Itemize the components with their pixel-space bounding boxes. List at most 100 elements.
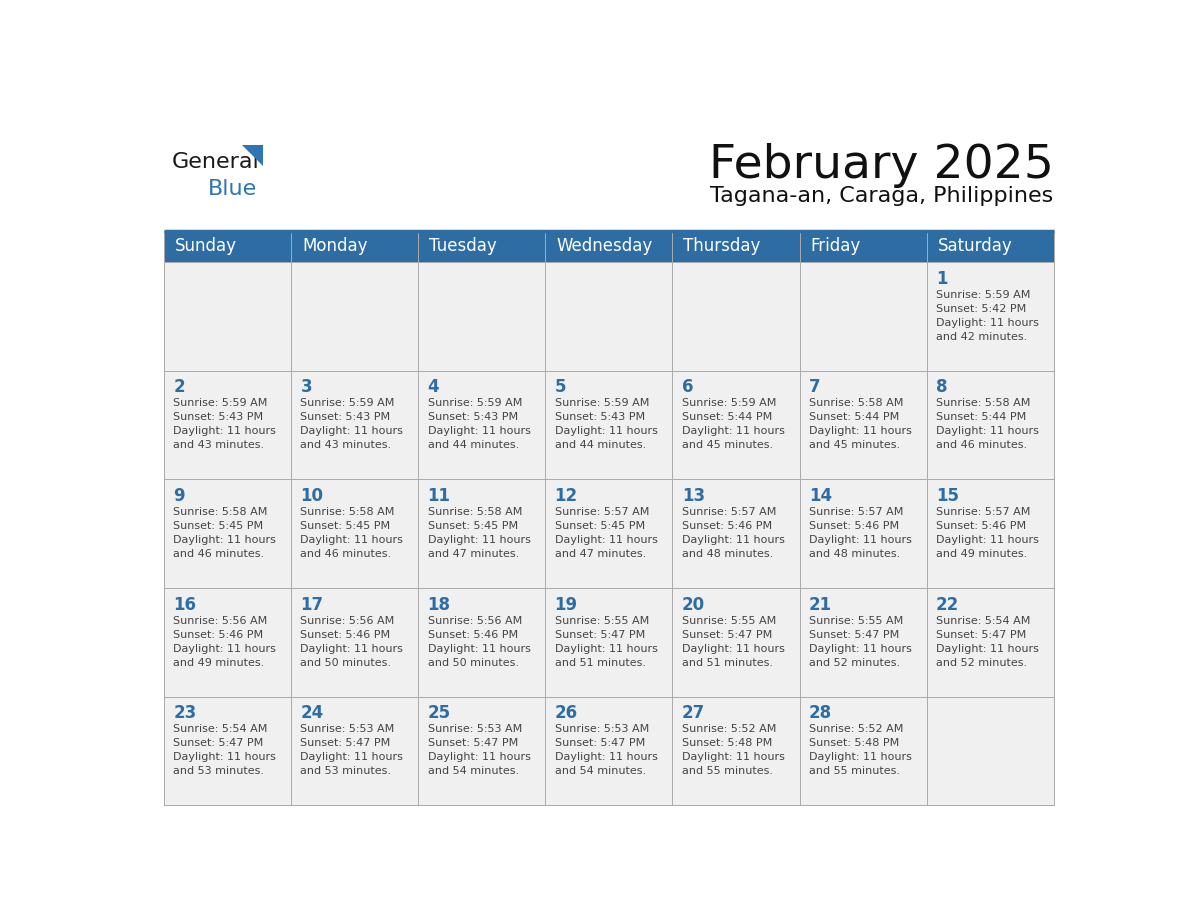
Bar <box>291 479 418 588</box>
Text: Sunrise: 5:59 AM
Sunset: 5:44 PM
Daylight: 11 hours
and 45 minutes.: Sunrise: 5:59 AM Sunset: 5:44 PM Dayligh… <box>682 398 784 451</box>
Text: Sunrise: 5:57 AM
Sunset: 5:46 PM
Daylight: 11 hours
and 48 minutes.: Sunrise: 5:57 AM Sunset: 5:46 PM Dayligh… <box>682 507 784 559</box>
Bar <box>672 697 800 805</box>
Text: 7: 7 <box>809 378 821 397</box>
Text: 2: 2 <box>173 378 185 397</box>
Text: Sunrise: 5:59 AM
Sunset: 5:43 PM
Daylight: 11 hours
and 44 minutes.: Sunrise: 5:59 AM Sunset: 5:43 PM Dayligh… <box>428 398 530 451</box>
Text: 1: 1 <box>936 270 947 287</box>
Bar <box>927 371 1054 479</box>
Bar <box>672 262 800 371</box>
Bar <box>164 231 1054 805</box>
Text: 27: 27 <box>682 704 704 722</box>
Text: Sunrise: 5:53 AM
Sunset: 5:47 PM
Daylight: 11 hours
and 53 minutes.: Sunrise: 5:53 AM Sunset: 5:47 PM Dayligh… <box>301 724 403 777</box>
Text: Wednesday: Wednesday <box>556 238 652 255</box>
Text: 14: 14 <box>809 487 832 505</box>
Bar <box>418 479 545 588</box>
Text: Sunrise: 5:58 AM
Sunset: 5:44 PM
Daylight: 11 hours
and 45 minutes.: Sunrise: 5:58 AM Sunset: 5:44 PM Dayligh… <box>809 398 911 451</box>
Bar <box>545 479 672 588</box>
Bar <box>800 588 927 697</box>
Bar <box>291 588 418 697</box>
Text: Sunrise: 5:54 AM
Sunset: 5:47 PM
Daylight: 11 hours
and 52 minutes.: Sunrise: 5:54 AM Sunset: 5:47 PM Dayligh… <box>936 616 1038 667</box>
Text: Sunday: Sunday <box>175 238 236 255</box>
Text: Sunrise: 5:58 AM
Sunset: 5:45 PM
Daylight: 11 hours
and 46 minutes.: Sunrise: 5:58 AM Sunset: 5:45 PM Dayligh… <box>173 507 276 559</box>
Text: 23: 23 <box>173 704 196 722</box>
Text: 19: 19 <box>555 596 577 614</box>
Text: 4: 4 <box>428 378 440 397</box>
Text: 12: 12 <box>555 487 577 505</box>
Text: 25: 25 <box>428 704 450 722</box>
Text: Sunrise: 5:58 AM
Sunset: 5:45 PM
Daylight: 11 hours
and 46 minutes.: Sunrise: 5:58 AM Sunset: 5:45 PM Dayligh… <box>301 507 403 559</box>
Bar <box>800 479 927 588</box>
Bar <box>672 588 800 697</box>
Text: Sunrise: 5:57 AM
Sunset: 5:46 PM
Daylight: 11 hours
and 49 minutes.: Sunrise: 5:57 AM Sunset: 5:46 PM Dayligh… <box>936 507 1038 559</box>
Bar <box>164 262 291 371</box>
Text: Sunrise: 5:59 AM
Sunset: 5:43 PM
Daylight: 11 hours
and 43 minutes.: Sunrise: 5:59 AM Sunset: 5:43 PM Dayligh… <box>173 398 276 451</box>
Text: 5: 5 <box>555 378 567 397</box>
Text: Sunrise: 5:59 AM
Sunset: 5:42 PM
Daylight: 11 hours
and 42 minutes.: Sunrise: 5:59 AM Sunset: 5:42 PM Dayligh… <box>936 289 1038 341</box>
Bar <box>672 371 800 479</box>
Text: 6: 6 <box>682 378 694 397</box>
Text: February 2025: February 2025 <box>709 143 1054 188</box>
Text: 9: 9 <box>173 487 185 505</box>
Text: Blue: Blue <box>208 180 257 199</box>
Bar <box>672 479 800 588</box>
Text: 11: 11 <box>428 487 450 505</box>
Text: Sunrise: 5:56 AM
Sunset: 5:46 PM
Daylight: 11 hours
and 50 minutes.: Sunrise: 5:56 AM Sunset: 5:46 PM Dayligh… <box>301 616 403 667</box>
Text: Sunrise: 5:56 AM
Sunset: 5:46 PM
Daylight: 11 hours
and 49 minutes.: Sunrise: 5:56 AM Sunset: 5:46 PM Dayligh… <box>173 616 276 667</box>
Text: Thursday: Thursday <box>683 238 760 255</box>
Bar <box>164 231 1054 262</box>
Text: 15: 15 <box>936 487 959 505</box>
Bar <box>545 588 672 697</box>
Bar <box>291 262 418 371</box>
Text: 16: 16 <box>173 596 196 614</box>
Text: 18: 18 <box>428 596 450 614</box>
Bar <box>800 262 927 371</box>
Text: Sunrise: 5:52 AM
Sunset: 5:48 PM
Daylight: 11 hours
and 55 minutes.: Sunrise: 5:52 AM Sunset: 5:48 PM Dayligh… <box>682 724 784 777</box>
Text: 26: 26 <box>555 704 577 722</box>
Text: 8: 8 <box>936 378 947 397</box>
Text: Sunrise: 5:53 AM
Sunset: 5:47 PM
Daylight: 11 hours
and 54 minutes.: Sunrise: 5:53 AM Sunset: 5:47 PM Dayligh… <box>555 724 657 777</box>
Bar <box>291 697 418 805</box>
Text: Sunrise: 5:59 AM
Sunset: 5:43 PM
Daylight: 11 hours
and 43 minutes.: Sunrise: 5:59 AM Sunset: 5:43 PM Dayligh… <box>301 398 403 451</box>
Text: Sunrise: 5:53 AM
Sunset: 5:47 PM
Daylight: 11 hours
and 54 minutes.: Sunrise: 5:53 AM Sunset: 5:47 PM Dayligh… <box>428 724 530 777</box>
Bar <box>800 697 927 805</box>
Text: General: General <box>172 151 259 172</box>
Text: Sunrise: 5:58 AM
Sunset: 5:44 PM
Daylight: 11 hours
and 46 minutes.: Sunrise: 5:58 AM Sunset: 5:44 PM Dayligh… <box>936 398 1038 451</box>
Bar <box>800 371 927 479</box>
Text: Sunrise: 5:59 AM
Sunset: 5:43 PM
Daylight: 11 hours
and 44 minutes.: Sunrise: 5:59 AM Sunset: 5:43 PM Dayligh… <box>555 398 657 451</box>
Bar <box>418 262 545 371</box>
Text: 24: 24 <box>301 704 323 722</box>
Text: Sunrise: 5:55 AM
Sunset: 5:47 PM
Daylight: 11 hours
and 51 minutes.: Sunrise: 5:55 AM Sunset: 5:47 PM Dayligh… <box>555 616 657 667</box>
Text: 28: 28 <box>809 704 832 722</box>
Text: 22: 22 <box>936 596 959 614</box>
Text: 3: 3 <box>301 378 312 397</box>
Text: Tuesday: Tuesday <box>429 238 497 255</box>
Text: Sunrise: 5:54 AM
Sunset: 5:47 PM
Daylight: 11 hours
and 53 minutes.: Sunrise: 5:54 AM Sunset: 5:47 PM Dayligh… <box>173 724 276 777</box>
Text: Sunrise: 5:57 AM
Sunset: 5:45 PM
Daylight: 11 hours
and 47 minutes.: Sunrise: 5:57 AM Sunset: 5:45 PM Dayligh… <box>555 507 657 559</box>
Text: Tagana-an, Caraga, Philippines: Tagana-an, Caraga, Philippines <box>710 186 1054 207</box>
Text: Sunrise: 5:55 AM
Sunset: 5:47 PM
Daylight: 11 hours
and 51 minutes.: Sunrise: 5:55 AM Sunset: 5:47 PM Dayligh… <box>682 616 784 667</box>
Bar <box>164 697 291 805</box>
Text: Sunrise: 5:55 AM
Sunset: 5:47 PM
Daylight: 11 hours
and 52 minutes.: Sunrise: 5:55 AM Sunset: 5:47 PM Dayligh… <box>809 616 911 667</box>
Text: 20: 20 <box>682 596 704 614</box>
Bar <box>418 588 545 697</box>
Bar <box>545 697 672 805</box>
Bar <box>927 262 1054 371</box>
Text: Friday: Friday <box>810 238 860 255</box>
Text: Sunrise: 5:52 AM
Sunset: 5:48 PM
Daylight: 11 hours
and 55 minutes.: Sunrise: 5:52 AM Sunset: 5:48 PM Dayligh… <box>809 724 911 777</box>
Text: 10: 10 <box>301 487 323 505</box>
Bar <box>927 479 1054 588</box>
Text: Sunrise: 5:56 AM
Sunset: 5:46 PM
Daylight: 11 hours
and 50 minutes.: Sunrise: 5:56 AM Sunset: 5:46 PM Dayligh… <box>428 616 530 667</box>
Bar <box>164 588 291 697</box>
Bar <box>418 371 545 479</box>
Bar <box>291 371 418 479</box>
Bar <box>927 697 1054 805</box>
Text: Sunrise: 5:57 AM
Sunset: 5:46 PM
Daylight: 11 hours
and 48 minutes.: Sunrise: 5:57 AM Sunset: 5:46 PM Dayligh… <box>809 507 911 559</box>
Polygon shape <box>241 145 264 165</box>
Text: 21: 21 <box>809 596 832 614</box>
Text: Monday: Monday <box>302 238 367 255</box>
Text: 13: 13 <box>682 487 704 505</box>
Bar <box>545 371 672 479</box>
Text: Sunrise: 5:58 AM
Sunset: 5:45 PM
Daylight: 11 hours
and 47 minutes.: Sunrise: 5:58 AM Sunset: 5:45 PM Dayligh… <box>428 507 530 559</box>
Bar <box>164 479 291 588</box>
Bar <box>164 371 291 479</box>
